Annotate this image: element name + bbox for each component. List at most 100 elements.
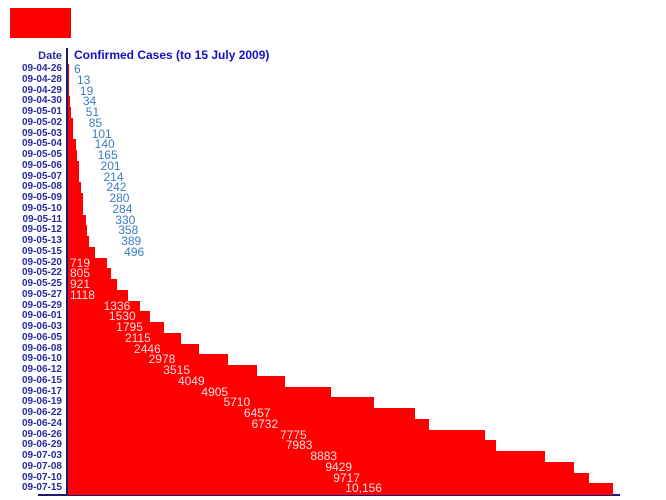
date-label: 09-06-03 xyxy=(21,321,62,332)
case-bar xyxy=(68,107,71,119)
date-label: 09-06-19 xyxy=(21,396,62,408)
value-label: 6457 xyxy=(243,406,271,420)
date-label: 09-06-24 xyxy=(21,417,62,429)
value-label: 389 xyxy=(121,234,142,248)
case-bar xyxy=(68,139,76,151)
case-bar xyxy=(68,150,77,162)
case-bar xyxy=(68,268,112,280)
date-label: 09-04-29 xyxy=(21,84,62,96)
date-label: 09-06-22 xyxy=(21,407,62,418)
date-label: 09-06-12 xyxy=(21,364,62,375)
date-label: 09-05-29 xyxy=(21,299,62,311)
value-label: 19 xyxy=(79,83,94,98)
value-label: 1336 xyxy=(103,298,131,313)
value-label: 8883 xyxy=(310,449,338,463)
value-label: 9717 xyxy=(333,470,360,485)
value-label: 242 xyxy=(106,180,127,195)
case-bar xyxy=(68,74,69,86)
date-label: 09-05-02 xyxy=(21,116,62,128)
case-bar xyxy=(68,322,165,334)
value-label: 3515 xyxy=(163,363,190,377)
case-bar xyxy=(68,117,73,129)
date-label: 09-05-10 xyxy=(21,202,62,214)
case-bar xyxy=(68,300,140,312)
value-label: 719 xyxy=(70,255,91,270)
value-label: 13 xyxy=(76,72,91,87)
date-label: 09-06-05 xyxy=(21,331,62,343)
case-bar xyxy=(68,332,182,344)
case-bar xyxy=(68,375,286,387)
date-label: 09-07-10 xyxy=(21,471,62,483)
value-label: 6 xyxy=(74,62,81,76)
date-label: 09-06-29 xyxy=(21,439,62,451)
case-bar xyxy=(68,85,70,97)
date-label: 09-07-03 xyxy=(21,450,62,461)
date-label: 09-05-12 xyxy=(21,224,62,236)
date-label: 09-05-03 xyxy=(21,127,62,139)
date-label: 09-05-01 xyxy=(21,106,62,117)
date-label: 09-06-08 xyxy=(21,342,62,354)
date-label: 09-04-28 xyxy=(21,73,62,85)
case-bar xyxy=(68,246,95,258)
case-bar xyxy=(68,429,486,441)
case-bar xyxy=(68,182,81,194)
case-bar xyxy=(68,311,151,323)
value-label: 51 xyxy=(85,105,100,119)
date-label: 09-05-07 xyxy=(21,170,62,182)
value-label: 921 xyxy=(70,277,91,291)
value-label: 330 xyxy=(115,212,136,227)
value-label: 280 xyxy=(109,191,130,205)
x-axis-baseline xyxy=(38,494,620,496)
value-label: 101 xyxy=(91,126,112,141)
date-label: 09-05-20 xyxy=(21,256,62,268)
value-label: 9429 xyxy=(325,459,353,474)
date-label: 09-06-01 xyxy=(21,310,62,322)
date-label: 09-05-13 xyxy=(21,235,62,246)
value-label: 140 xyxy=(94,137,115,152)
case-bar xyxy=(68,440,497,452)
red-overlay-patch xyxy=(10,8,71,38)
case-bar xyxy=(68,451,545,463)
value-label: 214 xyxy=(103,169,124,184)
value-label: 7983 xyxy=(285,438,313,453)
date-label: 09-05-22 xyxy=(21,267,62,279)
date-label: 09-06-15 xyxy=(21,374,62,386)
value-label: 1795 xyxy=(116,320,143,334)
date-label: 09-06-17 xyxy=(21,385,62,397)
case-bar xyxy=(68,354,228,366)
value-label: 34 xyxy=(82,94,97,109)
date-label: 09-04-26 xyxy=(21,63,62,74)
value-label: 496 xyxy=(124,244,145,259)
case-bar xyxy=(68,472,590,484)
case-bar xyxy=(68,289,128,301)
date-label: 09-05-27 xyxy=(21,288,62,300)
case-bar xyxy=(68,483,613,495)
date-label: 09-04-30 xyxy=(21,95,62,107)
case-bar xyxy=(68,257,107,269)
case-bar xyxy=(68,236,89,248)
date-label: 09-05-05 xyxy=(21,149,62,160)
value-label: 2978 xyxy=(148,352,176,367)
case-bar xyxy=(68,171,80,183)
value-label: 805 xyxy=(70,266,91,281)
case-bar xyxy=(68,160,79,172)
date-label: 09-07-08 xyxy=(21,460,62,472)
value-label: 6732 xyxy=(251,416,279,431)
case-bar xyxy=(68,96,70,108)
date-label: 09-05-11 xyxy=(22,213,62,225)
value-label: 1530 xyxy=(108,309,136,324)
value-label: 201 xyxy=(100,158,121,173)
value-label: 2446 xyxy=(134,341,161,356)
date-label: 09-05-04 xyxy=(21,138,62,150)
case-bar xyxy=(68,214,86,226)
date-label: 09-06-26 xyxy=(21,428,62,440)
date-label: 09-07-15 xyxy=(21,482,62,494)
value-label: 7775 xyxy=(280,427,307,442)
value-label: 358 xyxy=(118,223,139,238)
value-label: 165 xyxy=(97,148,118,162)
date-label: 09-05-06 xyxy=(21,159,62,171)
case-bar xyxy=(68,461,574,473)
date-label: 09-05-15 xyxy=(21,245,62,257)
date-label: 09-06-10 xyxy=(21,353,62,365)
